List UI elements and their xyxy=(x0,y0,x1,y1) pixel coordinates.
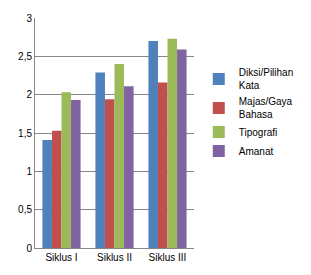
svg-text:Majas/GayaBahasa: Majas/GayaBahasa xyxy=(239,96,293,120)
svg-text:1,5: 1,5 xyxy=(18,128,32,139)
svg-text:Siklus III: Siklus III xyxy=(149,252,187,263)
svg-text:3: 3 xyxy=(26,13,32,24)
svg-text:Tipografi: Tipografi xyxy=(239,127,278,138)
svg-text:0: 0 xyxy=(26,243,32,254)
svg-text:0,5: 0,5 xyxy=(18,204,32,215)
svg-text:Diksi/PilihanKata: Diksi/PilihanKata xyxy=(239,67,293,91)
svg-text:Amanat: Amanat xyxy=(239,146,274,157)
svg-text:2,5: 2,5 xyxy=(18,51,32,62)
svg-text:Siklus II: Siklus II xyxy=(97,252,132,263)
svg-text:Siklus I: Siklus I xyxy=(45,252,77,263)
svg-text:1: 1 xyxy=(26,166,32,177)
svg-text:2: 2 xyxy=(26,89,32,100)
